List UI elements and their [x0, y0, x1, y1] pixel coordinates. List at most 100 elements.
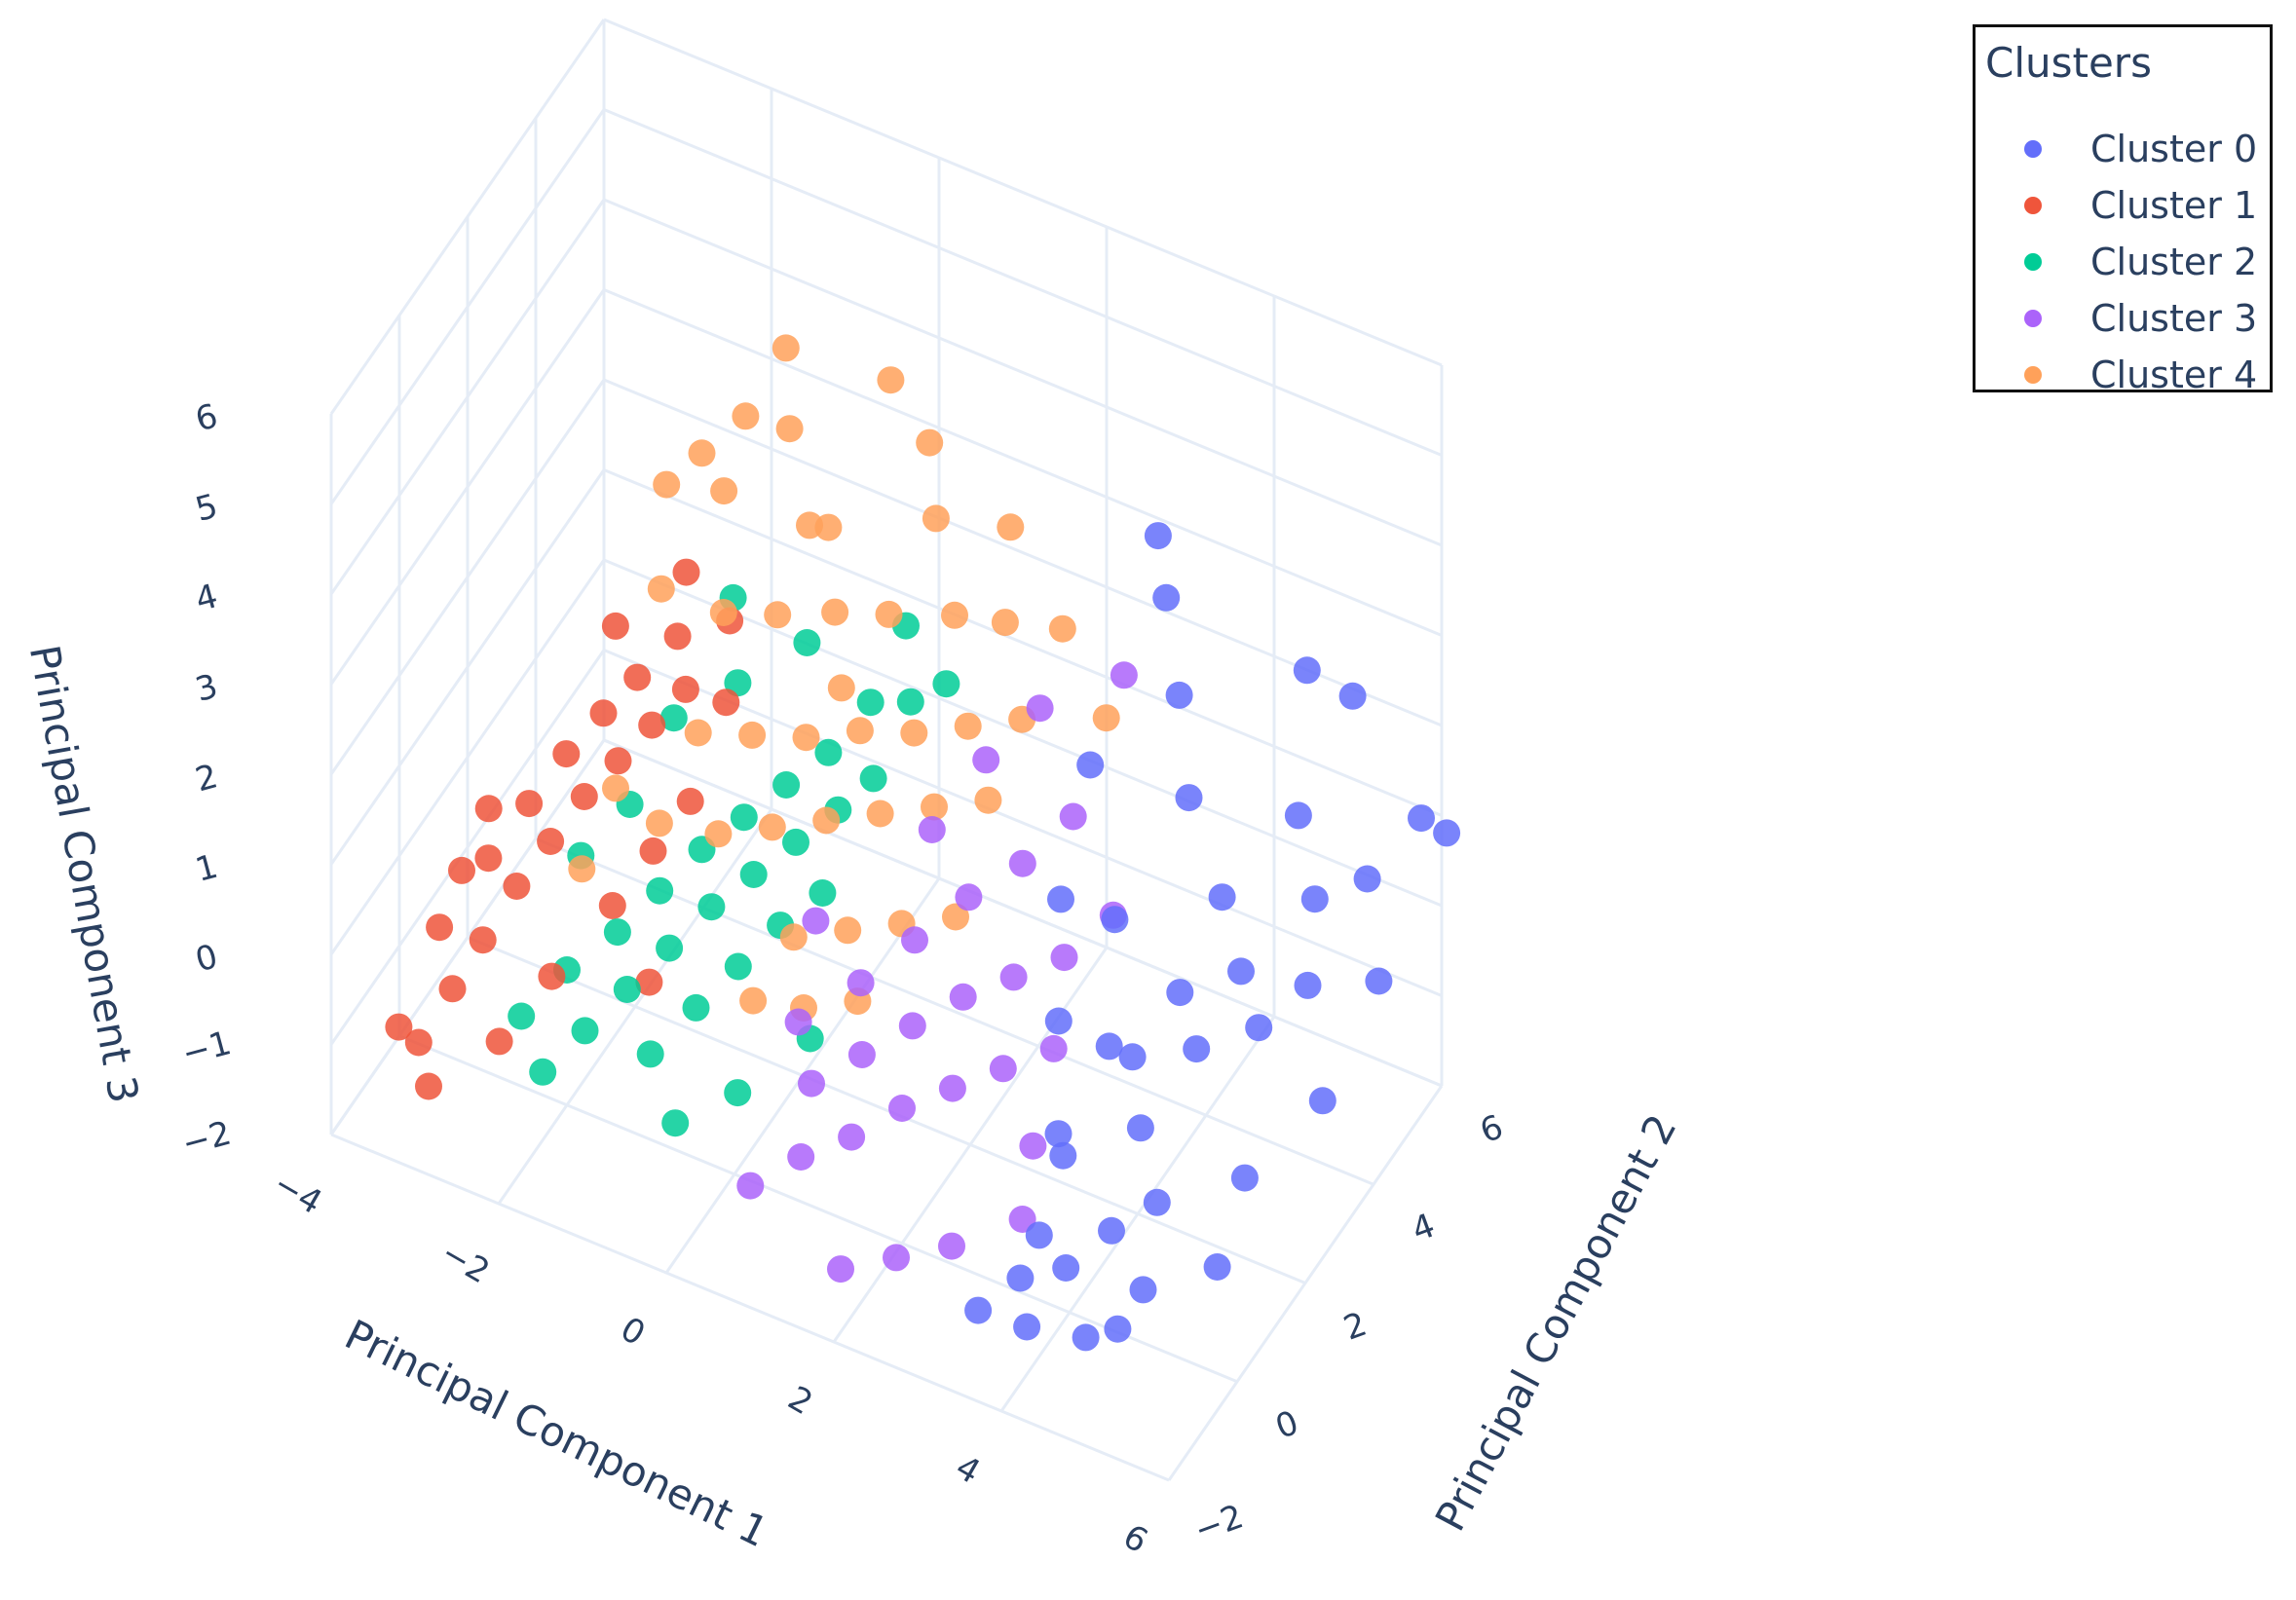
data-point-cluster-1	[552, 740, 581, 768]
data-point-cluster-4	[758, 813, 786, 841]
side-wall-grid-line	[329, 108, 606, 505]
data-point-cluster-4	[779, 923, 808, 951]
data-point-cluster-1	[676, 787, 704, 815]
back-wall-grid-line	[603, 108, 1443, 457]
data-point-cluster-1	[448, 856, 475, 884]
data-point-cluster-4	[796, 511, 823, 540]
data-point-cluster-4	[653, 470, 681, 499]
data-point-cluster-0	[1294, 971, 1322, 999]
data-point-cluster-0	[1338, 682, 1367, 710]
data-point-cluster-4	[821, 598, 849, 626]
data-point-cluster-4	[568, 855, 596, 883]
data-point-cluster-1	[672, 558, 700, 586]
back-wall-grid-line	[603, 198, 1443, 547]
data-point-cluster-3	[989, 1055, 1017, 1083]
data-point-cluster-3	[827, 1255, 854, 1284]
x-tick-label: 4	[949, 1448, 987, 1492]
legend-label: Cluster 2	[2090, 241, 2258, 283]
data-point-cluster-0	[1408, 804, 1435, 833]
data-point-cluster-2	[724, 1079, 752, 1107]
data-point-cluster-4	[974, 786, 1002, 814]
data-point-cluster-3	[847, 969, 875, 997]
data-point-cluster-0	[1203, 1253, 1231, 1281]
legend-item-cluster-0[interactable]: Cluster 0	[2024, 125, 2268, 173]
data-point-cluster-2	[739, 861, 768, 888]
data-point-cluster-0	[1284, 801, 1312, 830]
data-point-cluster-2	[697, 893, 726, 921]
data-point-cluster-4	[688, 439, 716, 467]
data-point-cluster-4	[738, 721, 767, 749]
data-point-cluster-4	[772, 334, 800, 362]
data-point-cluster-1	[601, 612, 629, 640]
data-point-cluster-4	[916, 428, 944, 457]
data-point-cluster-3	[901, 926, 928, 954]
data-point-cluster-4	[764, 601, 792, 629]
data-point-cluster-3	[938, 1232, 965, 1260]
data-point-cluster-4	[709, 599, 737, 626]
data-point-cluster-1	[671, 675, 699, 703]
side-wall-grid-line	[329, 649, 606, 1046]
floor-grid-line	[467, 936, 1306, 1284]
data-point-cluster-0	[1126, 1114, 1154, 1142]
data-point-cluster-4	[954, 712, 982, 740]
data-point-cluster-3	[1019, 1132, 1047, 1160]
floor-grid-line	[330, 1133, 1170, 1482]
data-point-cluster-2	[793, 629, 821, 656]
data-point-cluster-1	[712, 688, 740, 717]
data-point-cluster-3	[784, 1008, 812, 1036]
side-wall-grid-line	[329, 19, 606, 415]
floor-grid-line	[398, 1034, 1238, 1384]
legend-label: Cluster 3	[2090, 297, 2258, 340]
data-point-cluster-4	[834, 916, 862, 945]
data-point-cluster-1	[503, 873, 531, 900]
data-point-cluster-2	[613, 976, 641, 1003]
data-point-cluster-0	[1098, 1216, 1125, 1245]
side-wall-grid-line	[329, 559, 606, 955]
data-point-cluster-2	[896, 688, 924, 716]
side-wall-grid-line	[329, 199, 606, 595]
x-tick-label: −2	[434, 1234, 496, 1292]
data-point-cluster-0	[1143, 1188, 1171, 1216]
legend-item-cluster-3[interactable]: Cluster 3	[2024, 294, 2268, 343]
data-point-cluster-4	[1048, 614, 1076, 643]
data-point-cluster-1	[639, 837, 667, 865]
data-point-cluster-1	[663, 622, 692, 651]
data-point-cluster-3	[787, 1143, 815, 1171]
legend-label: Cluster 1	[2090, 184, 2258, 227]
data-point-cluster-2	[682, 993, 710, 1022]
legend-item-cluster-1[interactable]: Cluster 1	[2024, 181, 2268, 230]
data-point-cluster-3	[838, 1123, 866, 1151]
data-point-cluster-4	[645, 809, 673, 837]
data-point-cluster-4	[704, 820, 733, 848]
data-point-cluster-4	[647, 575, 675, 603]
legend-title: Clusters	[1985, 39, 2152, 87]
z-axis-title: Principal Component 3	[20, 642, 148, 1107]
data-point-cluster-2	[646, 876, 674, 905]
legend-item-cluster-4[interactable]: Cluster 4	[2024, 351, 2268, 399]
data-point-cluster-0	[1025, 1221, 1053, 1249]
data-point-cluster-0	[1104, 1315, 1132, 1343]
data-point-cluster-3	[938, 1074, 966, 1102]
legend-item-cluster-2[interactable]: Cluster 2	[2024, 238, 2268, 286]
data-point-cluster-0	[1144, 522, 1172, 550]
y-tick-label: −2	[1189, 1497, 1249, 1550]
data-point-cluster-3	[1110, 661, 1138, 689]
data-point-cluster-4	[866, 800, 894, 828]
z-tick-label: 6	[192, 396, 222, 439]
back-wall-grid-line	[603, 738, 1443, 1088]
data-point-cluster-2	[636, 1040, 664, 1068]
data-point-cluster-3	[798, 1069, 825, 1098]
data-point-cluster-1	[404, 1028, 433, 1057]
data-point-cluster-0	[1101, 906, 1129, 934]
legend-marker-icon	[2024, 366, 2042, 384]
data-point-cluster-0	[1365, 967, 1393, 995]
data-point-cluster-0	[1129, 1276, 1157, 1304]
legend-marker-icon	[2024, 140, 2042, 158]
data-point-cluster-1	[537, 828, 565, 855]
legend-marker-icon	[2024, 253, 2042, 271]
z-tick-label: 5	[192, 487, 222, 530]
back-wall-grid-line	[603, 468, 1443, 817]
data-point-cluster-0	[1049, 1141, 1077, 1170]
data-point-cluster-2	[603, 918, 631, 947]
